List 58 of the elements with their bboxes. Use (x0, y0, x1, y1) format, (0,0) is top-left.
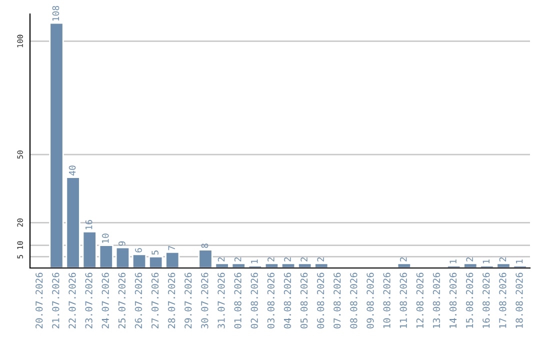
data-label: 2 (300, 257, 308, 262)
data-label: 2 (234, 257, 242, 262)
x-tick-label: 04.08.2026 (284, 272, 292, 328)
x-tick-label: 30.07.2026 (201, 272, 208, 328)
bar (148, 256, 164, 268)
x-tick-label: 21.07.2026 (52, 272, 60, 328)
x-tick-label: 09.08.2026 (366, 272, 374, 328)
bar (132, 254, 147, 268)
x-tick-label: 24.07.2026 (102, 272, 109, 328)
data-label: 5 (152, 250, 158, 255)
x-tick-label: 22.07.2026 (68, 272, 76, 328)
x-tick-label: 20.07.2026 (36, 272, 43, 328)
data-label: 1 (251, 260, 258, 264)
x-tick-label: 27.07.2026 (151, 272, 159, 328)
x-tick-label: 03.08.2026 (267, 272, 274, 328)
data-label: 2 (466, 257, 473, 262)
x-tick-label: 01.08.2026 (234, 272, 242, 328)
x-tick-label: 17.08.2026 (499, 272, 506, 328)
data-label: 1 (482, 260, 490, 264)
x-tick-label: 13.08.2026 (432, 272, 440, 328)
bar (82, 231, 97, 268)
data-label: 9 (118, 241, 126, 246)
x-tick-label: 08.08.2026 (350, 272, 358, 328)
x-tick-label: 28.07.2026 (168, 272, 176, 328)
x-tick-label: 12.08.2026 (416, 272, 424, 328)
x-tick-label: 11.08.2026 (400, 272, 407, 328)
data-label: 1 (516, 260, 523, 264)
x-tick-label: 29.07.2026 (184, 272, 192, 328)
x-tick-label: 26.07.2026 (134, 272, 142, 328)
data-label: 2 (400, 257, 407, 262)
x-tick-label: 02.08.2026 (250, 272, 258, 328)
x-tick-label: 10.08.2026 (383, 272, 390, 328)
data-label: 1 (450, 260, 456, 264)
data-label: 2 (268, 257, 274, 262)
x-tick-label: 14.08.2026 (449, 272, 457, 328)
data-label: 40 (68, 166, 76, 176)
data-label: 2 (499, 257, 506, 262)
data-label: 8 (201, 244, 208, 248)
x-tick-label: 31.07.2026 (218, 272, 225, 328)
x-tick-label: 16.08.2026 (482, 272, 490, 328)
bar (98, 244, 114, 268)
x-tick-label: 18.08.2026 (516, 272, 523, 328)
bar (115, 246, 130, 268)
x-tick-label: 23.07.2026 (85, 272, 92, 328)
x-tick-label: 06.08.2026 (317, 272, 324, 328)
bar (165, 251, 180, 268)
data-label: 2 (218, 257, 225, 262)
data-label: 108 (52, 6, 60, 21)
x-tick-label: 05.08.2026 (300, 272, 308, 328)
data-label: 2 (317, 257, 324, 262)
x-tick-label: 25.07.2026 (118, 272, 126, 328)
data-label: 7 (168, 246, 175, 250)
data-label: 2 (284, 257, 291, 262)
data-label: 16 (85, 220, 92, 230)
data-label: 10 (102, 234, 109, 243)
data-label: 6 (135, 248, 142, 252)
x-tick-label: 07.08.2026 (334, 272, 341, 328)
x-tick-label: 15.08.2026 (466, 272, 474, 328)
